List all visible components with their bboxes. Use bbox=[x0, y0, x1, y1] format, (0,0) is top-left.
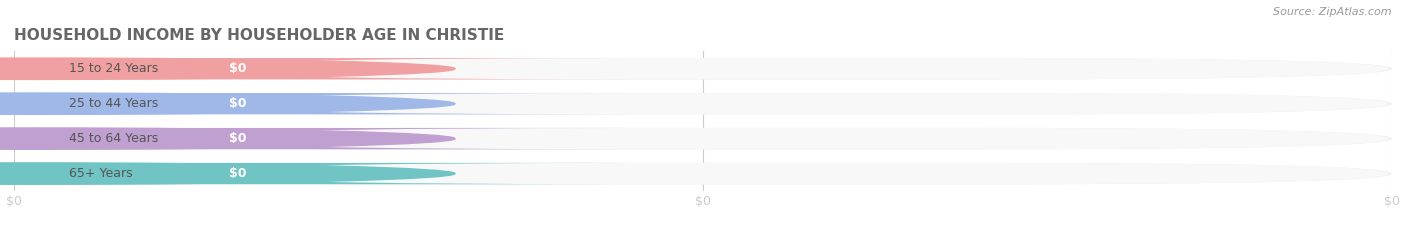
Text: 15 to 24 Years: 15 to 24 Years bbox=[69, 62, 159, 75]
FancyBboxPatch shape bbox=[17, 58, 1389, 79]
FancyBboxPatch shape bbox=[17, 163, 1389, 184]
Text: $0: $0 bbox=[229, 62, 246, 75]
FancyBboxPatch shape bbox=[17, 128, 1389, 149]
FancyBboxPatch shape bbox=[0, 128, 627, 149]
FancyBboxPatch shape bbox=[14, 58, 1392, 80]
FancyBboxPatch shape bbox=[14, 163, 1392, 185]
FancyBboxPatch shape bbox=[0, 163, 627, 184]
Text: $0: $0 bbox=[229, 97, 246, 110]
Text: $0: $0 bbox=[229, 167, 246, 180]
Text: HOUSEHOLD INCOME BY HOUSEHOLDER AGE IN CHRISTIE: HOUSEHOLD INCOME BY HOUSEHOLDER AGE IN C… bbox=[14, 28, 505, 43]
Circle shape bbox=[0, 163, 456, 184]
Text: 25 to 44 Years: 25 to 44 Years bbox=[69, 97, 159, 110]
FancyBboxPatch shape bbox=[14, 93, 1392, 115]
Circle shape bbox=[0, 93, 456, 114]
FancyBboxPatch shape bbox=[0, 58, 627, 79]
FancyBboxPatch shape bbox=[0, 93, 627, 114]
Text: $0: $0 bbox=[229, 132, 246, 145]
Circle shape bbox=[0, 128, 456, 149]
Text: 65+ Years: 65+ Years bbox=[69, 167, 132, 180]
Text: Source: ZipAtlas.com: Source: ZipAtlas.com bbox=[1274, 7, 1392, 17]
FancyBboxPatch shape bbox=[14, 128, 1392, 150]
Circle shape bbox=[0, 58, 456, 79]
FancyBboxPatch shape bbox=[17, 93, 1389, 114]
Text: 45 to 64 Years: 45 to 64 Years bbox=[69, 132, 159, 145]
